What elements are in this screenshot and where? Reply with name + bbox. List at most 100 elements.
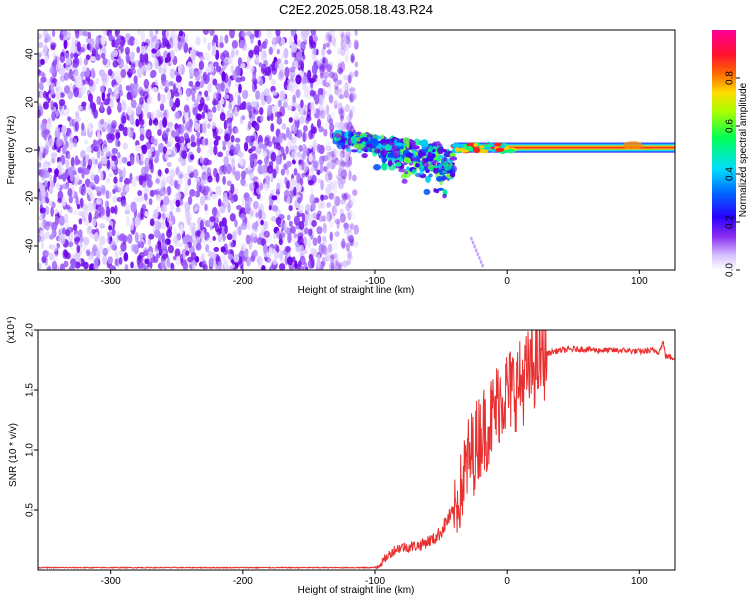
heatmap-cell xyxy=(283,47,289,59)
heatmap-cell xyxy=(247,120,252,130)
heatmap-cell xyxy=(261,43,268,49)
heatmap-cell xyxy=(158,65,163,74)
heatmap-cell xyxy=(204,203,208,212)
heatmap-cell xyxy=(471,240,475,245)
snr-y-tick-label: 2.0 xyxy=(25,323,36,337)
heatmap-cell xyxy=(335,228,340,236)
heatmap-cell xyxy=(346,209,353,219)
heatmap-cell xyxy=(172,235,179,244)
heatmap-cell xyxy=(169,98,174,108)
heatmap-cell xyxy=(326,49,332,55)
heatmap-cell xyxy=(324,119,330,129)
heatmap-cell xyxy=(43,179,48,188)
heatmap-cell xyxy=(388,141,394,146)
heatmap-cell xyxy=(262,50,267,58)
heatmap-cell xyxy=(288,204,293,212)
heatmap-cell xyxy=(372,164,381,171)
heatmap-cell xyxy=(38,262,42,270)
heatmap-cell xyxy=(340,48,346,56)
heatmap-cell xyxy=(340,149,345,159)
heatmap-cell xyxy=(155,178,160,184)
heatmap-cell xyxy=(258,62,263,68)
heatmap-cell xyxy=(265,175,271,185)
heatmap-cell xyxy=(84,220,90,226)
heatmap-cell xyxy=(116,196,123,203)
heatmap-cell xyxy=(622,141,643,150)
heatmap-cell xyxy=(300,30,304,37)
heatmap-cell xyxy=(319,263,324,270)
heatmap-cell xyxy=(130,68,137,75)
heatmap-cell xyxy=(38,233,42,243)
heatmap-cell xyxy=(199,55,205,61)
heatmap-cell xyxy=(262,151,267,158)
heatmap-cell xyxy=(183,172,190,181)
heatmap-cell xyxy=(53,174,57,184)
heatmap-cell xyxy=(399,145,404,150)
heatmap-cell xyxy=(398,168,406,173)
heatmap-cell xyxy=(249,64,255,74)
heatmap-cell xyxy=(133,75,138,84)
heatmap-cell xyxy=(423,188,431,195)
heatmap-cell xyxy=(296,51,303,61)
heatmap-cell xyxy=(170,49,175,60)
heatmap-cell xyxy=(301,159,305,171)
heatmap-cell xyxy=(66,204,71,210)
heatmap-cell xyxy=(230,135,235,143)
heatmap-cell xyxy=(270,112,274,122)
heatmap-cell xyxy=(351,174,357,182)
heatmap-cell xyxy=(333,77,338,84)
heatmap-cell xyxy=(143,78,150,89)
heatmap-cell xyxy=(224,224,228,235)
heatmap-cell xyxy=(120,68,127,79)
heatmap-cell xyxy=(139,232,144,240)
heatmap-cell xyxy=(330,256,335,268)
heatmap-cell xyxy=(322,56,326,64)
heatmap-cell xyxy=(65,229,71,237)
heatmap-cell xyxy=(332,38,337,48)
heatmap-cell xyxy=(48,138,55,148)
heatmap-cell xyxy=(316,143,322,153)
heatmap-cell xyxy=(51,201,56,209)
heatmap-cell xyxy=(305,30,310,36)
heatmap-cell xyxy=(329,214,335,220)
heatmap-cell xyxy=(350,105,356,114)
heatmap-cell xyxy=(298,144,303,152)
spectrogram-y-tick-label: 0 xyxy=(25,147,36,153)
heatmap-cell xyxy=(230,183,235,194)
heatmap-cell xyxy=(227,77,232,87)
heatmap-cell xyxy=(145,63,151,72)
heatmap-cell xyxy=(63,260,69,268)
heatmap-cell xyxy=(77,30,84,36)
heatmap-cell xyxy=(70,52,74,59)
heatmap-cell xyxy=(319,108,327,119)
colorbar-label: Normalized spectral amplitude xyxy=(738,82,749,217)
heatmap-cell xyxy=(181,150,187,160)
heatmap-cell xyxy=(100,101,104,112)
heatmap-cell xyxy=(352,189,358,196)
heatmap-cell xyxy=(303,236,308,247)
heatmap-cell xyxy=(219,254,226,262)
heatmap-cell xyxy=(126,53,130,65)
heatmap-cell xyxy=(88,122,93,133)
snr-y-axis: 0.5 1.0 1.5 2.0 xyxy=(25,323,38,517)
heatmap-cell xyxy=(345,152,350,164)
heatmap-cell xyxy=(92,218,97,227)
heatmap-cell xyxy=(166,149,172,155)
snr-x-tick-label: 100 xyxy=(631,576,648,587)
heatmap-cell xyxy=(339,213,346,223)
heatmap-cell xyxy=(361,153,368,159)
heatmap-cell xyxy=(130,99,137,109)
heatmap-cell xyxy=(212,78,218,86)
heatmap-cell xyxy=(175,74,182,83)
heatmap-cell xyxy=(334,231,340,238)
heatmap-cell xyxy=(347,212,352,221)
heatmap-cell xyxy=(180,125,184,136)
heatmap-cell xyxy=(351,92,357,101)
heatmap-cell xyxy=(63,39,68,50)
heatmap-cell xyxy=(161,232,165,244)
heatmap-cell xyxy=(443,164,452,172)
heatmap-cell xyxy=(337,108,344,115)
heatmap-cell xyxy=(291,150,296,160)
heatmap-cell xyxy=(190,141,197,148)
heatmap-cell xyxy=(261,63,267,73)
